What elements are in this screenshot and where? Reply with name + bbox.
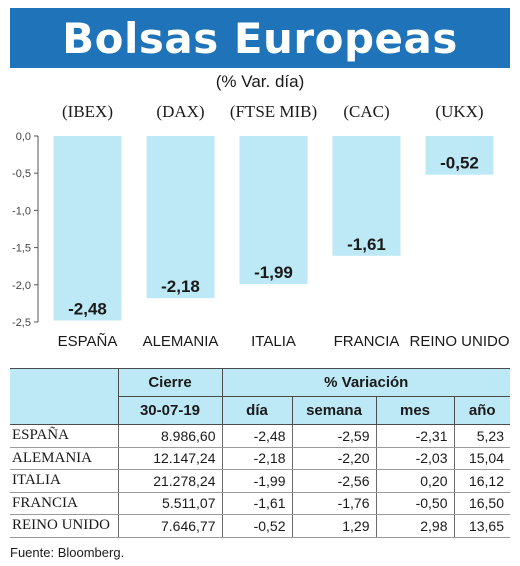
table-cell: 8.986,60	[118, 424, 223, 448]
row-country: REINO UNIDO	[10, 514, 119, 538]
table-row: FRANCIA 5.511,07 -1,61 -1,76 -0,50 16,50	[10, 492, 510, 515]
table-cell: -2,31	[376, 424, 455, 448]
category-label: ESPAÑA	[58, 333, 118, 350]
title-banner: Bolsas Europeas	[10, 8, 510, 68]
table-cell: -1,99	[222, 469, 293, 493]
data-label: -1,99	[254, 263, 293, 282]
index-code-label: (UKX)	[435, 102, 483, 121]
table-cell: 15,04	[454, 447, 510, 470]
table-cell: 16,50	[454, 492, 510, 515]
table-cell: 5,23	[454, 424, 510, 448]
table-cell: -2,56	[292, 469, 377, 493]
table-cell: -0,52	[222, 514, 293, 538]
table-cell: 12.147,24	[118, 447, 223, 470]
row-country: FRANCIA	[10, 492, 119, 515]
table-cell: 0,20	[376, 469, 455, 493]
row-country: ALEMANIA	[10, 447, 119, 470]
table-cell: 13,65	[454, 514, 510, 538]
bar	[332, 136, 401, 256]
bar	[239, 136, 308, 285]
category-label: FRANCIA	[334, 333, 400, 350]
header-date: 30-07-19	[117, 396, 223, 425]
table-row: ITALIA 21.278,24 -1,99 -2,56 0,20 16,12	[10, 469, 510, 493]
data-label: -2,48	[68, 300, 107, 319]
data-label: -2,18	[161, 277, 200, 296]
table-cell: 21.278,24	[118, 469, 223, 493]
row-country: ESPAÑA	[10, 424, 119, 448]
header-ano: año	[453, 396, 510, 425]
y-tick-label: -2,0	[12, 280, 31, 292]
index-code-label: (DAX)	[156, 102, 204, 121]
bar	[425, 136, 494, 175]
y-tick-label: -1,0	[12, 205, 31, 217]
table-cell: -1,76	[292, 492, 377, 515]
table-cell: 16,12	[454, 469, 510, 493]
header-mes: mes	[375, 396, 455, 425]
table-row: REINO UNIDO 7.646,77 -0,52 1,29 2,98 13,65	[10, 514, 510, 538]
table-cell: -2,48	[222, 424, 293, 448]
bar-chart: 0,0 -0,5 -1,0 -1,5 -2,0 -2,5 (IBEX) -2,48 ESPAÑA…	[12, 102, 509, 350]
row-country: ITALIA	[10, 469, 119, 493]
table-row: ALEMANIA 12.147,24 -2,18 -2,20 -2,03 15,04	[10, 447, 510, 470]
y-tick-label: -0,5	[12, 168, 31, 180]
table-cell: 2,98	[376, 514, 455, 538]
header-cierre: Cierre	[117, 368, 223, 397]
data-label: -1,61	[347, 235, 386, 254]
index-code-label: (FTSE MIB)	[230, 102, 317, 121]
index-code-label: (IBEX)	[62, 102, 113, 121]
corner-cell	[10, 368, 119, 425]
bar	[53, 136, 122, 321]
bar	[146, 136, 215, 299]
category-label: ITALIA	[251, 333, 296, 350]
table-row: ESPAÑA 8.986,60 -2,48 -2,59 -2,31 5,23	[10, 424, 510, 448]
header-dia: día	[221, 396, 293, 425]
chart-title: Bolsas Europeas	[62, 13, 458, 63]
data-table: Cierre % Variación 30-07-19 día semana m…	[10, 368, 510, 538]
table-cell: -1,61	[222, 492, 293, 515]
index-code-label: (CAC)	[343, 102, 389, 121]
data-label: -0,52	[440, 154, 479, 173]
table-cell: 1,29	[292, 514, 377, 538]
y-tick-label: 0,0	[16, 131, 31, 143]
source-note: Fuente: Bloomberg.	[10, 545, 125, 560]
table-cell: -2,18	[222, 447, 293, 470]
table-cell: 7.646,77	[118, 514, 223, 538]
chart-subtitle: (% Var. día)	[215, 72, 305, 91]
table-cell: -2,59	[292, 424, 377, 448]
y-tick-label: -2,5	[12, 317, 31, 329]
table-cell: -0,50	[376, 492, 455, 515]
y-tick-label: -1,5	[12, 243, 31, 255]
header-semana: semana	[291, 396, 377, 425]
header-variacion: % Variación	[221, 368, 510, 397]
table-cell: -2,20	[292, 447, 377, 470]
category-label: ALEMANIA	[143, 333, 219, 350]
category-label: REINO UNIDO	[409, 333, 509, 350]
table-cell: 5.511,07	[118, 492, 223, 515]
table-cell: -2,03	[376, 447, 455, 470]
